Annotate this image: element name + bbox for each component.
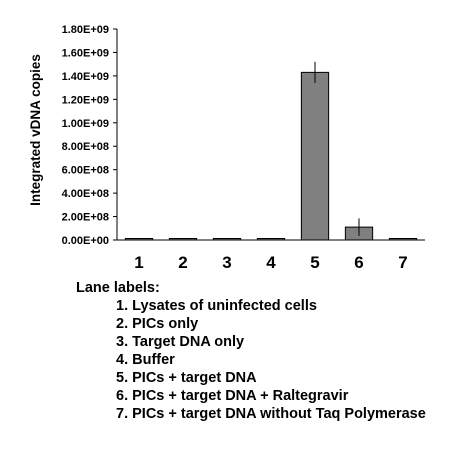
y-tick-label: 8.00E+08 xyxy=(62,141,109,153)
legend-item: 6. PICs + target DNA + Raltegravir xyxy=(116,388,349,404)
y-tick-label: 6.00E+08 xyxy=(62,165,109,177)
x-tick-label: 5 xyxy=(310,253,319,272)
bars xyxy=(124,71,418,241)
legend-item: 7. PICs + target DNA without Taq Polymer… xyxy=(116,406,426,422)
y-tick-label: 1.60E+09 xyxy=(62,47,109,59)
y-tick-label: 0.00E+00 xyxy=(62,235,109,247)
x-tick-label: 6 xyxy=(354,253,363,272)
legend-list: 1. Lysates of uninfected cells 2. PICs o… xyxy=(76,297,426,423)
y-axis-ticks: 0.00E+00 2.00E+08 4.00E+08 6.00E+08 8.00E+08… xyxy=(62,24,117,247)
legend-item: 3. Target DNA only xyxy=(116,334,245,350)
y-tick-label: 2.00E+08 xyxy=(62,212,109,224)
y-tick-label: 1.20E+09 xyxy=(62,94,109,106)
x-tick-label: 1 xyxy=(134,253,143,272)
legend-item: 1. Lysates of uninfected cells xyxy=(116,298,317,314)
x-tick-label: 4 xyxy=(266,253,276,272)
bar-lane-5 xyxy=(300,71,330,241)
y-tick-label: 1.40E+09 xyxy=(62,71,109,83)
x-axis-tick-labels: 1 2 3 4 5 6 7 xyxy=(134,253,407,272)
y-axis-title: Integrated vDNA copies xyxy=(28,54,43,206)
bar-chart: 0.00E+00 2.00E+08 4.00E+08 6.00E+08 8.00E+08… xyxy=(28,24,425,272)
legend-item: 5. PICs + target DNA xyxy=(116,370,257,386)
y-tick-label: 4.00E+08 xyxy=(62,188,109,200)
legend-item: 2. PICs only xyxy=(116,316,199,332)
x-tick-label: 3 xyxy=(222,253,231,272)
error-bars xyxy=(314,61,360,236)
legend-title: Lane labels: xyxy=(76,280,160,296)
lane-legend: Lane labels: 1. Lysates of uninfected ce… xyxy=(76,279,426,423)
y-tick-label: 1.00E+09 xyxy=(62,118,109,130)
x-tick-label: 2 xyxy=(178,253,187,272)
y-tick-label: 1.80E+09 xyxy=(62,24,109,36)
x-tick-label: 7 xyxy=(398,253,407,272)
legend-item: 4. Buffer xyxy=(116,352,175,368)
